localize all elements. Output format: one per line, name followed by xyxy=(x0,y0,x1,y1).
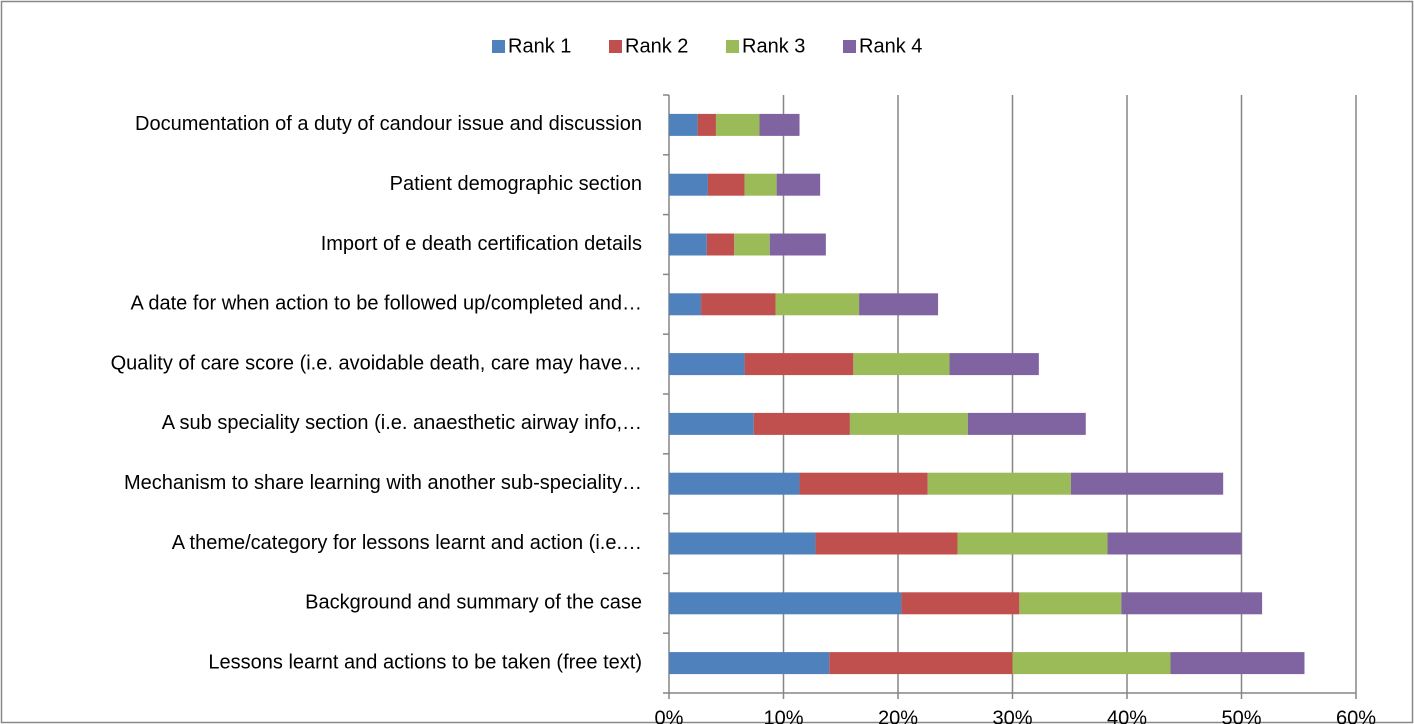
y-tick-label: Lessons learnt and actions to be taken (… xyxy=(208,651,642,673)
bar-segment xyxy=(815,532,958,555)
x-tick-label: 0% xyxy=(655,707,684,724)
bar-segment xyxy=(706,233,735,256)
bar-segment xyxy=(734,233,770,256)
bar-segment xyxy=(669,652,830,675)
bar-segment xyxy=(701,293,776,316)
y-tick-label: Import of e death certification details xyxy=(321,233,642,255)
bar-segment xyxy=(775,293,860,316)
bar-segment xyxy=(744,353,854,376)
bar-segment xyxy=(759,113,800,136)
legend-swatch xyxy=(726,40,739,53)
legend-label: Rank 2 xyxy=(625,35,688,57)
y-tick-label: A date for when action to be followed up… xyxy=(131,293,642,315)
legend-label: Rank 4 xyxy=(859,35,922,57)
bar-segment xyxy=(957,532,1108,555)
bar-segment xyxy=(799,472,928,495)
x-tick-label: 30% xyxy=(992,707,1032,724)
bar-segment xyxy=(744,173,777,196)
y-tick-label: Background and summary of the case xyxy=(305,592,642,614)
x-tick-label: 20% xyxy=(878,707,918,724)
legend-swatch xyxy=(843,40,856,53)
bar-segment xyxy=(707,173,745,196)
x-tick-label: 50% xyxy=(1221,707,1261,724)
bar-segment xyxy=(967,412,1086,435)
bar-segment xyxy=(1012,652,1171,675)
bar-segment xyxy=(697,113,716,136)
bar-segment xyxy=(669,592,902,615)
x-tick-label: 40% xyxy=(1107,707,1147,724)
bar-segment xyxy=(1170,652,1305,675)
bar-segment xyxy=(849,412,968,435)
bar-segment xyxy=(1070,472,1224,495)
bar-segment xyxy=(1019,592,1122,615)
bar-segment xyxy=(669,173,708,196)
bar-segment xyxy=(669,532,816,555)
bar-segment xyxy=(715,113,760,136)
bar-segment xyxy=(769,233,826,256)
y-tick-label: Mechanism to share learning with another… xyxy=(124,472,642,494)
bar-segment xyxy=(829,652,1013,675)
y-tick-label: A sub speciality section (i.e. anaesthet… xyxy=(162,412,642,434)
y-tick-label: Quality of care score (i.e. avoidable de… xyxy=(111,352,642,374)
y-tick-label: Documentation of a duty of candour issue… xyxy=(135,113,642,135)
legend-label: Rank 1 xyxy=(508,35,571,57)
bar-segment xyxy=(669,353,745,376)
bar-segment xyxy=(949,353,1039,376)
bar-segment xyxy=(859,293,939,316)
y-tick-label: Patient demographic section xyxy=(390,173,642,195)
legend-swatch xyxy=(609,40,622,53)
bar-segment xyxy=(776,173,821,196)
bar-segment xyxy=(1121,592,1263,615)
x-tick-label: 10% xyxy=(763,707,803,724)
y-tick-label: A theme/category for lessons learnt and … xyxy=(172,532,642,554)
bar-segment xyxy=(669,233,707,256)
legend-swatch xyxy=(492,40,505,53)
bar-segment xyxy=(901,592,1020,615)
x-tick-label: 60% xyxy=(1336,707,1376,724)
bar-segment xyxy=(1107,532,1242,555)
bar-segment xyxy=(853,353,950,376)
bar-segment xyxy=(753,412,850,435)
bar-segment xyxy=(927,472,1071,495)
bar-segment xyxy=(669,113,698,136)
legend-label: Rank 3 xyxy=(742,35,805,57)
bar-segment xyxy=(669,472,800,495)
bar-segment xyxy=(669,412,754,435)
bar-segment xyxy=(669,293,702,316)
